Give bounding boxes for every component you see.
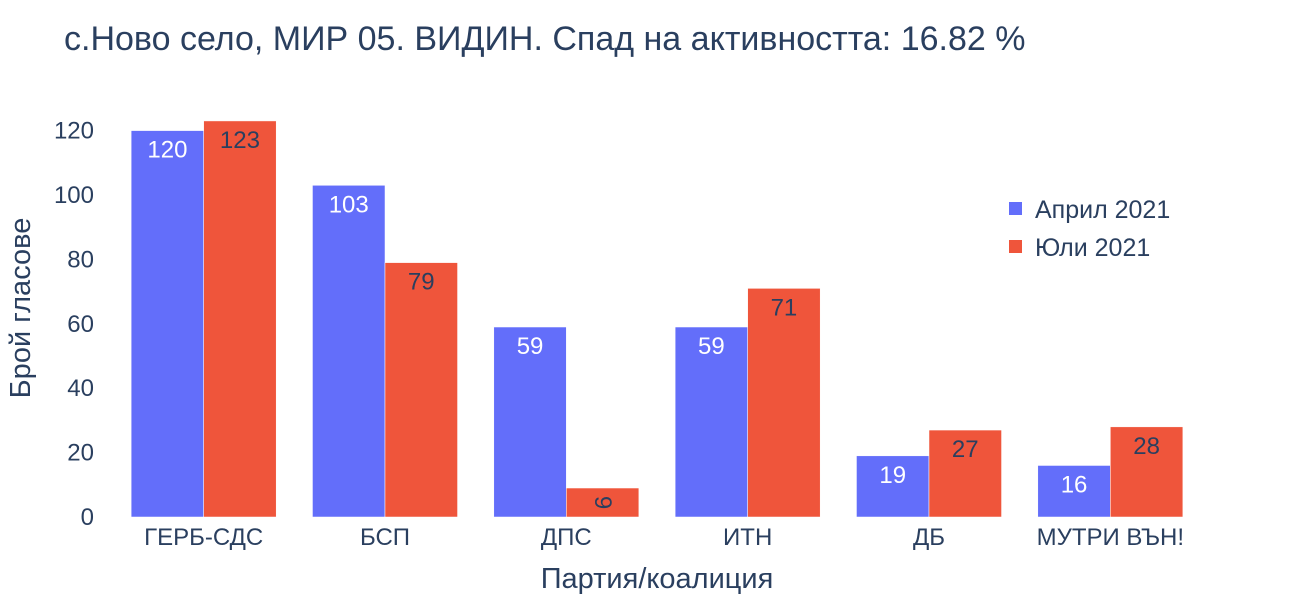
y-axis-title: Брой гласове (5, 218, 37, 399)
bar-value-label: 28 (1133, 433, 1160, 460)
legend-label[interactable]: Юли 2021 (1035, 234, 1150, 262)
bar[interactable] (1110, 426, 1184, 518)
bar[interactable] (1037, 465, 1111, 518)
x-tick-label: ГЕРБ-СДС (144, 524, 263, 551)
y-tick-label: 120 (54, 118, 94, 145)
y-tick-label: 20 (67, 440, 94, 467)
bar-value-label: 16 (1061, 471, 1088, 498)
y-tick-label: 100 (54, 182, 94, 209)
x-tick-label: БСП (360, 524, 410, 551)
bar-value-label: 120 (147, 137, 187, 164)
x-tick-label: ДБ (913, 524, 945, 551)
x-tick-label: МУТРИ ВЪН! (1037, 524, 1184, 551)
bar-value-label: 123 (220, 127, 260, 154)
y-tick-label: 40 (67, 375, 94, 402)
bar-value-label: 79 (408, 269, 435, 296)
y-tick-label: 80 (67, 246, 94, 273)
y-axis: 0 20 40 60 80 100 120 (54, 118, 94, 531)
x-tick-label: ДПС (541, 524, 592, 551)
x-axis: ГЕРБ-СДС БСП ДПС ИТН ДБ МУТРИ ВЪН! (144, 524, 1184, 551)
bar-value-label: 59 (517, 333, 544, 360)
bar[interactable] (203, 120, 277, 518)
x-axis-title: Партия/коалиция (541, 563, 774, 595)
bar[interactable] (130, 130, 204, 518)
bar-value-label: 103 (329, 191, 369, 218)
legend-label[interactable]: Април 2021 (1035, 196, 1170, 224)
bar-value-label: 27 (952, 436, 979, 463)
bar-value-label: 9 (589, 496, 616, 509)
bar[interactable] (856, 455, 930, 518)
legend-swatch[interactable] (1009, 240, 1022, 253)
y-tick-label: 60 (67, 311, 94, 338)
bar[interactable] (493, 326, 567, 518)
bars: 120 123 103 79 59 9 59 71 19 27 16 28 (130, 120, 1184, 518)
chart-title: с.Ново село, МИР 05. ВИДИН. Спад на акти… (64, 20, 1025, 58)
bar[interactable] (566, 487, 640, 518)
bar[interactable] (747, 288, 821, 518)
bar[interactable] (312, 185, 386, 518)
bar-value-label: 71 (771, 294, 798, 321)
y-tick-label: 0 (81, 504, 94, 531)
bar[interactable] (928, 429, 1002, 518)
legend[interactable]: Април 2021 Юли 2021 (1009, 196, 1170, 262)
bar-value-label: 59 (698, 333, 725, 360)
legend-swatch[interactable] (1009, 202, 1022, 215)
bar[interactable] (674, 326, 748, 518)
bar[interactable] (384, 262, 458, 518)
x-tick-label: ИТН (723, 524, 772, 551)
bar-value-label: 19 (879, 462, 906, 489)
